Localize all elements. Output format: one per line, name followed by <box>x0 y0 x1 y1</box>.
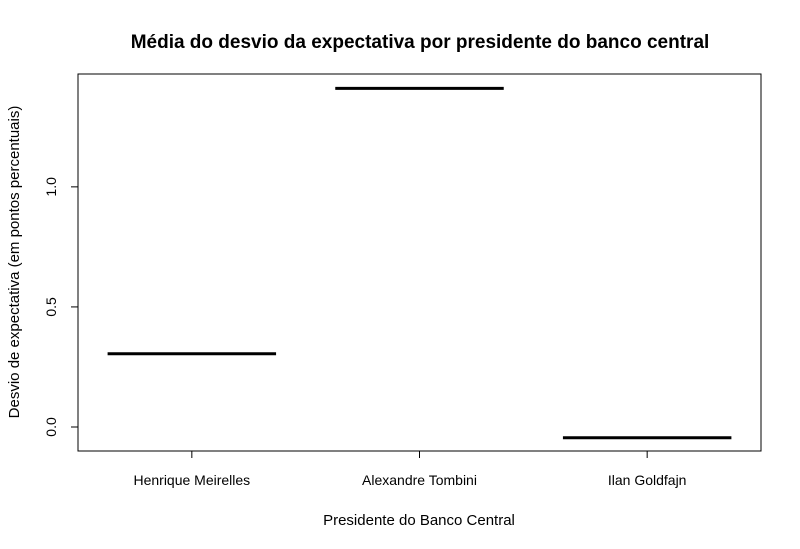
data-marks <box>107 86 732 440</box>
y-axis-label: Desvio de expectativa (em pontos percent… <box>6 106 23 419</box>
plot-area-frame <box>77 73 762 452</box>
x-axis: Henrique Meirelles Alexandre Tombini Ilan … <box>133 450 687 488</box>
y-tick-label: 0.0 <box>43 417 59 437</box>
x-tick-label: Ilan Goldfajn <box>608 472 687 488</box>
y-tick-label: 1.0 <box>43 177 59 197</box>
x-tick-label: Henrique Meirelles <box>133 472 250 488</box>
x-axis-label: Presidente do Banco Central <box>323 512 515 529</box>
x-tick-label: Alexandre Tombini <box>362 472 477 488</box>
y-tick-label: 0.5 <box>43 297 59 317</box>
chart-title: Média do desvio da expectativa por presi… <box>131 32 710 53</box>
y-axis: 0.0 0.5 1.0 <box>43 177 79 437</box>
